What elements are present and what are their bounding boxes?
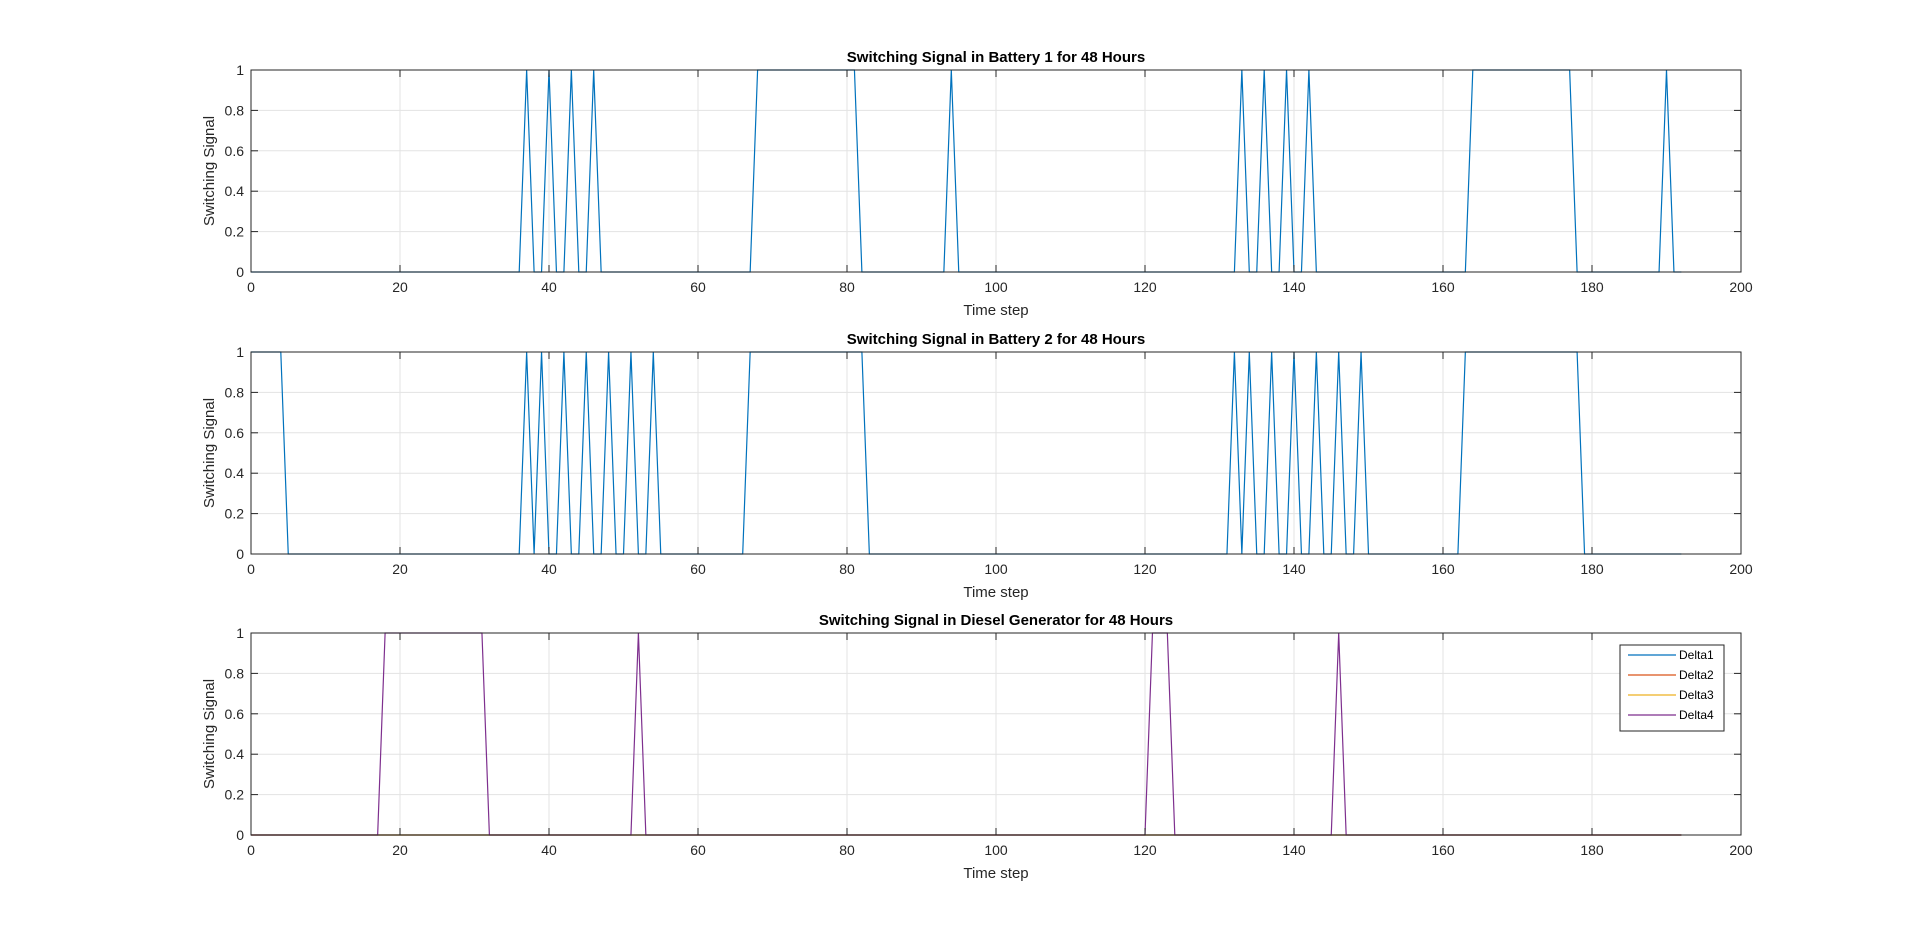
legend: Delta1 Delta2 Delta3 Delta4: [1620, 645, 1724, 731]
y-tick-label: 0.8: [225, 665, 245, 681]
legend-label-delta4: Delta4: [1679, 708, 1714, 722]
x-tick-label: 180: [1580, 842, 1604, 858]
y-tick-label: 0: [236, 546, 244, 562]
legend-label-delta2: Delta2: [1679, 668, 1714, 682]
x-tick-label: 20: [392, 842, 408, 858]
legend-label-delta1: Delta1: [1679, 648, 1714, 662]
y-tick-label: 0.6: [225, 425, 245, 441]
y-axis-label: Switching Signal: [201, 398, 218, 508]
y-tick-label: 1: [236, 62, 244, 78]
y-tick-label: 0: [236, 264, 244, 280]
y-tick-label: 0.4: [225, 183, 245, 199]
x-tick-label: 140: [1282, 842, 1306, 858]
x-tick-label: 80: [839, 842, 855, 858]
x-tick-label: 160: [1431, 842, 1455, 858]
chart-panel-1: 0 20 40 60 80 100 120 140 160 180 200 0 0.2 0.4 0.6 0.8…: [201, 49, 1753, 319]
x-tick-label: 200: [1729, 561, 1753, 577]
x-tick-label: 60: [690, 561, 706, 577]
x-tick-label: 0: [247, 279, 255, 295]
y-tick-label: 0.2: [225, 224, 245, 240]
x-tick-label: 180: [1580, 279, 1604, 295]
y-tick-label: 0.6: [225, 706, 245, 722]
x-tick-label: 100: [984, 279, 1008, 295]
x-tick-label: 40: [541, 561, 557, 577]
x-tick-label: 0: [247, 842, 255, 858]
x-axis-label: Time step: [963, 865, 1028, 882]
x-tick-label: 80: [839, 561, 855, 577]
x-tick-label: 200: [1729, 279, 1753, 295]
x-tick-label: 0: [247, 561, 255, 577]
x-tick-label: 120: [1133, 561, 1157, 577]
y-axis-label: Switching Signal: [201, 679, 218, 789]
y-tick-label: 1: [236, 625, 244, 641]
chart-panel-2: 0 20 40 60 80 100 120 140 160 180 200 0 0.2 0.4 0.6 0.8…: [201, 331, 1753, 601]
x-tick-label: 180: [1580, 561, 1604, 577]
y-tick-label: 0.4: [225, 465, 245, 481]
y-tick-label: 0: [236, 827, 244, 843]
chart-panel-3: 0 20 40 60 80 100 120 140 160 180 200 0 0.2 0.4 0.6 0.8…: [201, 612, 1753, 882]
x-tick-label: 60: [690, 279, 706, 295]
y-tick-label: 1: [236, 344, 244, 360]
x-tick-label: 120: [1133, 842, 1157, 858]
y-axis-label: Switching Signal: [201, 116, 218, 226]
x-tick-label: 160: [1431, 279, 1455, 295]
x-tick-label: 40: [541, 842, 557, 858]
x-tick-label: 20: [392, 561, 408, 577]
y-tick-label: 0.2: [225, 506, 245, 522]
chart-title: Switching Signal in Diesel Generator for…: [819, 612, 1173, 629]
x-tick-label: 20: [392, 279, 408, 295]
legend-label-delta3: Delta3: [1679, 688, 1714, 702]
x-tick-label: 200: [1729, 842, 1753, 858]
x-tick-label: 120: [1133, 279, 1157, 295]
y-tick-label: 0.8: [225, 384, 245, 400]
x-axis-label: Time step: [963, 584, 1028, 601]
x-tick-label: 140: [1282, 561, 1306, 577]
y-tick-label: 0.4: [225, 746, 245, 762]
x-tick-label: 100: [984, 561, 1008, 577]
x-tick-label: 40: [541, 279, 557, 295]
chart-title: Switching Signal in Battery 2 for 48 Hou…: [847, 331, 1145, 348]
x-tick-label: 100: [984, 842, 1008, 858]
x-axis-label: Time step: [963, 302, 1028, 319]
y-tick-label: 0.6: [225, 143, 245, 159]
chart-title: Switching Signal in Battery 1 for 48 Hou…: [847, 49, 1145, 66]
y-tick-label: 0.2: [225, 787, 245, 803]
x-tick-label: 140: [1282, 279, 1306, 295]
x-tick-label: 160: [1431, 561, 1455, 577]
x-tick-label: 80: [839, 279, 855, 295]
x-tick-label: 60: [690, 842, 706, 858]
y-tick-label: 0.8: [225, 102, 245, 118]
